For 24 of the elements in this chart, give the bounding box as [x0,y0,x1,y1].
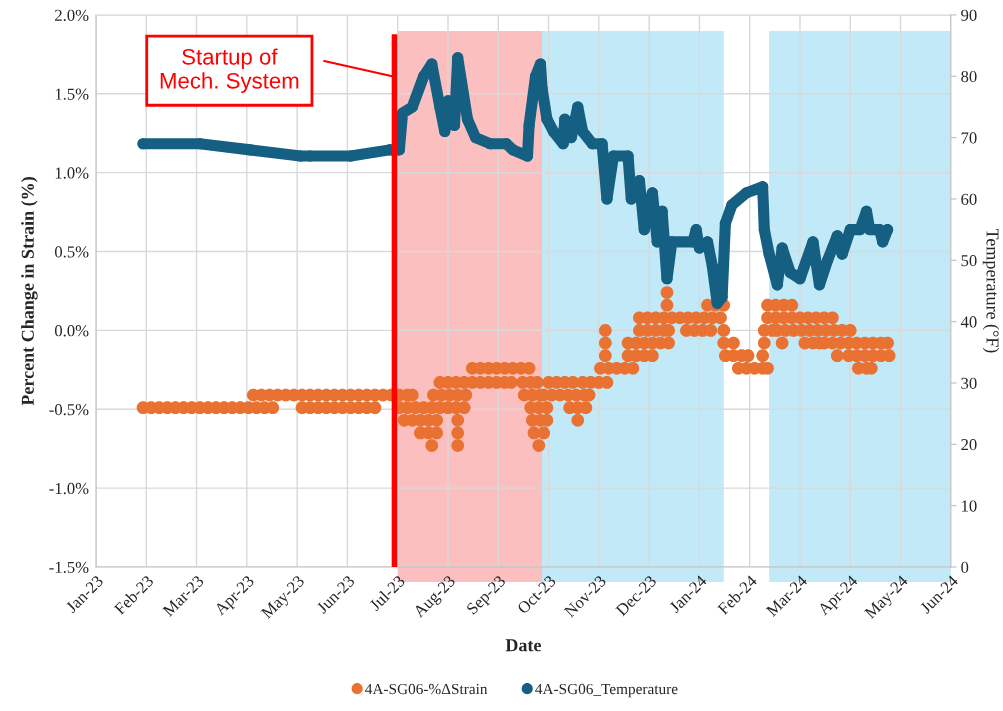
y-tick-label: 1.0% [55,167,89,179]
ref-line-label: Startup of Mech. System [160,48,299,94]
y-tick-label: -1.0% [49,482,89,495]
y-tick-label: 2.0% [55,9,89,21]
y2-tick-label: 60 [961,193,977,205]
y2-tick-label: 50 [961,255,977,267]
y2-tick-label: 20 [961,439,977,451]
y2-tick-label: 40 [960,316,977,328]
y-tick-label: 0.0% [54,325,89,337]
legend-label: 4A-SG06_Temperature [535,683,678,698]
y-tick-label: -1.5% [49,561,89,574]
y-axis-title: Percent Change in Strain (%) [21,177,38,406]
y2-tick-label: 80 [961,70,977,83]
y2-tick-label: 70 [961,132,977,144]
y2-tick-label: 0 [961,561,969,573]
y2-tick-label: 90 [961,9,977,21]
y2-tick-label: 10 [962,500,977,512]
y-tick-label: 0.5% [54,246,89,258]
y-tick-label: -0.5% [49,403,89,416]
legend-label: 4A-SG06-%ΔStrain [365,683,488,695]
y2-axis-title: Temperature (°F) [982,228,1000,353]
x-axis-title: Date [505,639,541,652]
y-tick-label: 1.5% [55,88,89,100]
y2-tick-label: 30 [961,377,977,389]
